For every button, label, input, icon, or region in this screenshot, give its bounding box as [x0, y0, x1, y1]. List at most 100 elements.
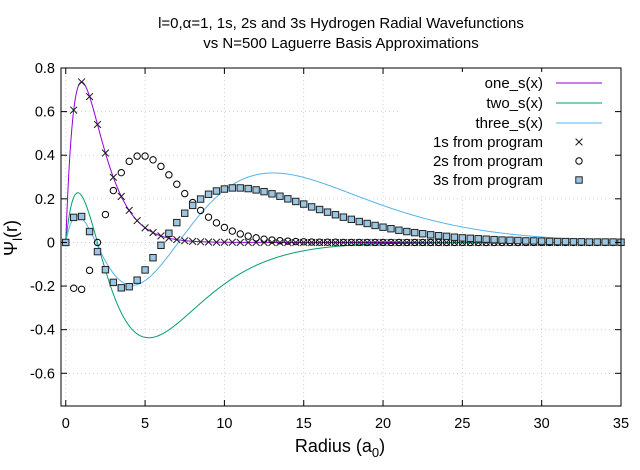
marker-2s: [244, 232, 252, 240]
marker-1s: [188, 237, 197, 246]
marker-3s: [117, 284, 125, 292]
x-tick-label: 5: [141, 416, 149, 432]
marker-3s: [204, 190, 213, 198]
marker-2s: [268, 236, 276, 244]
marker-1s: [236, 238, 245, 247]
marker-1s: [276, 238, 284, 247]
marker-2s: [77, 285, 86, 294]
marker-3s: [300, 200, 308, 208]
marker-3s: [577, 238, 586, 246]
marker-2s: [93, 238, 102, 247]
marker-1s: [196, 238, 205, 246]
marker-3s: [395, 226, 403, 234]
marker-2s: [411, 238, 419, 247]
x-axis-label-close: ): [379, 436, 385, 456]
marker-2s: [371, 238, 379, 247]
marker-2s: [125, 157, 133, 166]
marker-3s: [307, 203, 316, 211]
marker-3s: [236, 184, 244, 192]
marker-3s: [514, 236, 522, 245]
legend-background: [400, 72, 615, 194]
marker-3s: [196, 195, 205, 203]
marker-3s: [561, 237, 570, 246]
marker-3s: [498, 236, 506, 244]
legend: one_s(x) two_s(x) three_s(x) 1s from pro…: [400, 72, 615, 194]
marker-3s: [434, 231, 443, 240]
marker-3s: [252, 186, 260, 194]
marker-3s: [387, 225, 395, 233]
marker-3s: [506, 236, 514, 244]
marker-3s: [482, 235, 490, 243]
marker-3s: [403, 227, 411, 236]
marker-3s: [133, 276, 141, 284]
marker-1s: [212, 238, 221, 246]
marker-3s: [530, 237, 538, 245]
marker-2s: [379, 238, 387, 247]
y-tick-label: 0.4: [35, 148, 55, 164]
y-tick-label: 0: [47, 235, 55, 251]
legend-label-1s-program: 1s from program: [433, 134, 543, 151]
x-tick-label: 15: [296, 416, 312, 432]
legend-marker-2s: [575, 157, 583, 165]
marker-3s: [268, 190, 276, 198]
marker-1s: [77, 78, 86, 86]
marker-3s: [585, 238, 593, 246]
y-tick-label: -0.4: [30, 323, 55, 339]
marker-2s: [149, 156, 157, 164]
ticks: 0 5 10 15 20 25 30 35 -0.6 -0.4 -0.2 0 0.2 0.4 0.6 0.8: [30, 61, 629, 432]
marker-1s: [117, 192, 126, 201]
legend-marker-3s: [575, 176, 583, 184]
marker-2s: [157, 162, 165, 171]
marker-1s: [228, 238, 237, 246]
marker-3s: [339, 213, 348, 221]
marker-2s: [252, 234, 260, 242]
marker-2s: [69, 284, 78, 292]
marker-2s: [363, 238, 371, 247]
marker-3s: [292, 197, 300, 206]
marker-1s: [292, 238, 300, 247]
marker-3s: [418, 230, 427, 238]
marker-3s: [442, 232, 451, 241]
marker-1s: [244, 238, 252, 247]
marker-2s: [260, 235, 268, 243]
legend-label-3s-program: 3s from program: [433, 172, 543, 189]
marker-3s: [69, 213, 78, 222]
marker-1s: [173, 235, 181, 244]
y-tick-label: 0.6: [35, 105, 55, 121]
marker-3s: [411, 228, 419, 237]
legend-label-three-s: three_s(x): [475, 115, 543, 132]
marker-3s: [355, 217, 363, 226]
marker-2s: [292, 237, 300, 246]
marker-3s: [379, 223, 387, 231]
marker-1s: [125, 206, 133, 215]
marker-3s: [474, 235, 482, 243]
marker-3s: [458, 234, 467, 242]
marker-3s: [212, 187, 221, 195]
marker-3s: [553, 237, 562, 246]
marker-3s: [173, 218, 181, 227]
marker-3s: [276, 192, 284, 200]
marker-2s: [220, 223, 229, 232]
marker-2s: [307, 238, 316, 246]
marker-3s: [109, 278, 118, 287]
marker-3s: [347, 215, 356, 224]
marker-3s: [165, 229, 173, 237]
marker-2s: [418, 238, 427, 247]
x-tick-label: 25: [454, 416, 470, 432]
marker-3s: [101, 266, 110, 274]
legend-marker-3s: [575, 176, 583, 184]
legend-label-2s-program: 2s from program: [433, 153, 543, 170]
marker-3s: [85, 227, 94, 236]
marker-2s: [236, 230, 244, 238]
marker-2s: [323, 238, 332, 246]
marker-2s: [339, 238, 348, 247]
marker-3s: [569, 238, 578, 246]
marker-1s: [220, 238, 229, 246]
y-tick-label: -0.6: [30, 366, 55, 382]
marker-3s: [181, 209, 189, 217]
marker-1s: [204, 238, 213, 246]
marker-1s: [284, 238, 292, 247]
marker-1s: [85, 92, 94, 101]
